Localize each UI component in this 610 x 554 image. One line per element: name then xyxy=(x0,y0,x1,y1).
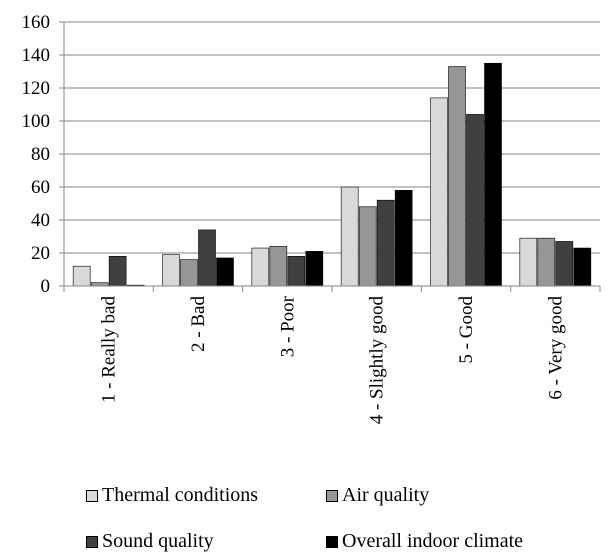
x-axis-category-labels: 1 - Really bad 2 - Bad 3 - Poor 4 - Slightl… xyxy=(99,295,567,424)
gridlines xyxy=(59,21,600,287)
legend-swatch-overall-indoor-climate xyxy=(326,535,338,548)
category-label-3-poor: 3 - Poor xyxy=(277,295,298,357)
legend-item-air-quality: Air quality xyxy=(326,484,429,507)
y-tick-label: 40 xyxy=(31,210,50,231)
bar-air-quality-4-slightly-good xyxy=(358,206,377,287)
bar-overall-indoor-climate-5-good xyxy=(484,62,502,287)
y-tick-label: 0 xyxy=(41,276,51,297)
legend-label-air-quality: Air quality xyxy=(342,484,430,506)
bar-sound-quality-3-poor xyxy=(287,255,306,287)
y-axis-tick-labels: 0 20 40 60 80 100 120 140 160 xyxy=(22,12,51,297)
bar-sound-quality-2-bad xyxy=(198,229,216,287)
bar-sound-quality-5-good xyxy=(466,114,484,287)
bar-air-quality-6-very-good xyxy=(537,237,556,287)
legend-swatch-air-quality xyxy=(326,489,338,502)
bar-air-quality-3-poor xyxy=(269,246,288,287)
bars xyxy=(72,62,592,287)
y-tick-label: 120 xyxy=(22,78,51,99)
bar-chart: 0 20 40 60 80 100 120 140 160 1 - Really bad 2 - … xyxy=(22,12,601,424)
y-tick-label: 20 xyxy=(31,243,50,264)
bar-thermal-conditions-2-bad xyxy=(162,254,180,287)
x-axis-tick-marks xyxy=(63,286,601,292)
legend-item-thermal-conditions: Thermal conditions xyxy=(86,484,258,507)
legend-item-sound-quality: Sound quality xyxy=(86,530,214,553)
y-tick-label: 60 xyxy=(31,177,50,198)
bar-overall-indoor-climate-3-poor xyxy=(305,251,324,287)
bar-thermal-conditions-5-good xyxy=(430,97,448,287)
category-label-6-very-good: 6 - Very good xyxy=(545,296,566,400)
bar-thermal-conditions-3-poor xyxy=(251,247,270,287)
y-tick-label: 160 xyxy=(22,12,51,33)
bar-sound-quality-6-very-good xyxy=(555,241,574,287)
bar-thermal-conditions-1-really-bad xyxy=(72,265,91,287)
category-label-4-slightly-good: 4 - Slightly good xyxy=(367,296,388,425)
bar-overall-indoor-climate-6-very-good xyxy=(573,247,592,287)
bar-sound-quality-1-really-bad xyxy=(108,255,127,287)
legend-item-overall-indoor-climate: Overall indoor climate xyxy=(326,530,523,553)
bar-air-quality-5-good xyxy=(448,66,466,287)
category-label-5-good: 5 - Good xyxy=(456,296,477,364)
bar-sound-quality-4-slightly-good xyxy=(376,199,395,287)
legend: Thermal conditions Air quality Sound qua… xyxy=(0,478,610,554)
bar-air-quality-2-bad xyxy=(180,259,198,287)
y-tick-label: 80 xyxy=(31,144,50,165)
legend-label-overall-indoor-climate: Overall indoor climate xyxy=(342,530,524,552)
legend-swatch-sound-quality xyxy=(86,535,98,548)
legend-label-thermal-conditions: Thermal conditions xyxy=(102,484,259,506)
bar-overall-indoor-climate-4-slightly-good xyxy=(394,190,413,287)
bar-thermal-conditions-6-very-good xyxy=(519,237,538,287)
y-tick-label: 100 xyxy=(22,111,51,132)
y-tick-label: 140 xyxy=(22,45,51,66)
category-label-2-bad: 2 - Bad xyxy=(188,296,209,352)
category-label-1-really-bad: 1 - Really bad xyxy=(99,296,120,404)
legend-swatch-thermal-conditions xyxy=(86,489,98,502)
legend-label-sound-quality: Sound quality xyxy=(102,530,214,552)
bar-overall-indoor-climate-2-bad xyxy=(216,257,234,287)
bar-thermal-conditions-4-slightly-good xyxy=(340,186,359,287)
